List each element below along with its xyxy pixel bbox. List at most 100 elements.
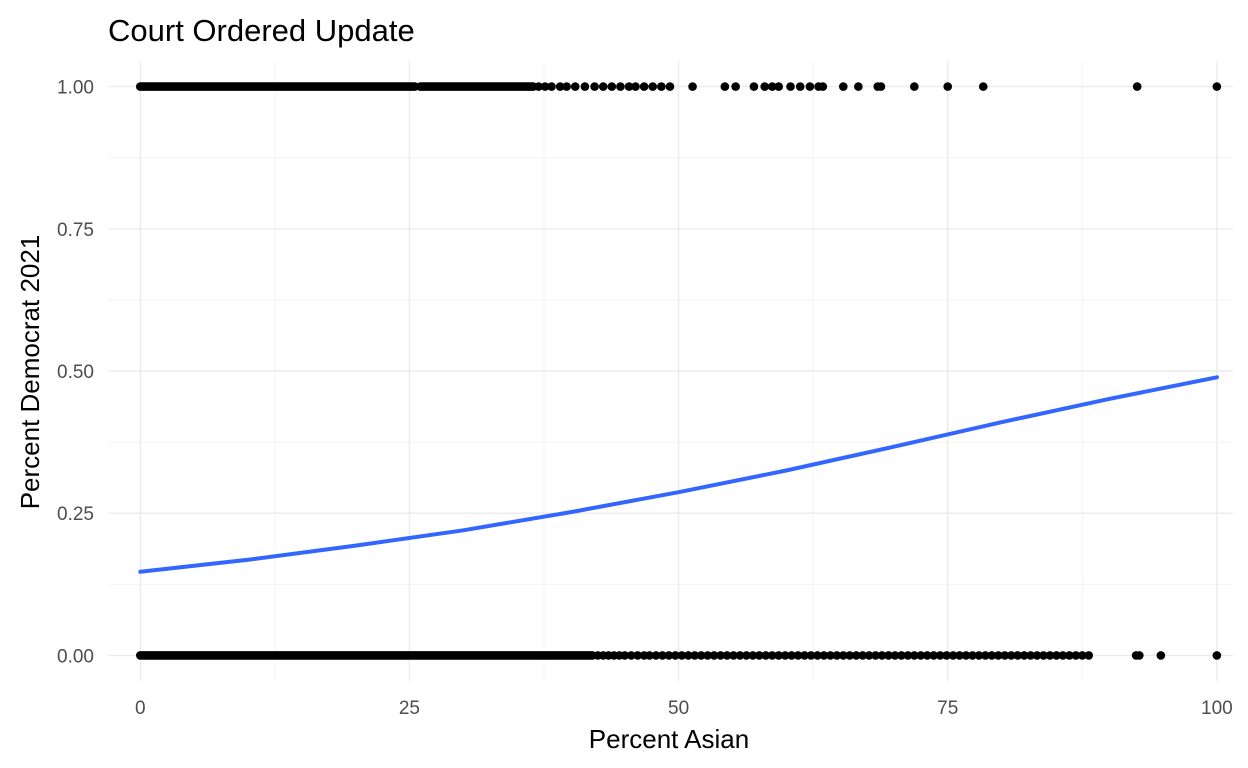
data-point [1135,651,1144,660]
data-point [1071,651,1081,660]
data-point [955,651,964,660]
data-point [729,651,738,660]
data-point [755,651,764,660]
data-point [1058,651,1068,660]
data-point [903,651,913,660]
data-point [570,82,580,91]
data-point [626,651,636,660]
y-tick-label: 0.75 [57,220,94,241]
data-point [607,82,617,91]
data-point [854,82,863,91]
x-tick-label: 50 [668,698,689,719]
data-point [720,82,730,91]
data-point [813,651,822,660]
data-point [624,82,634,91]
data-point [974,651,984,660]
data-point [793,651,803,660]
data-point [688,82,697,91]
y-axis-title: Percent Democrat 2021 [15,235,45,510]
data-point [910,651,919,660]
dense-point-band [135,82,420,91]
data-point [800,651,809,660]
data-point [1052,651,1061,660]
data-point [1132,82,1142,91]
data-point [639,82,649,91]
data-point [1212,651,1222,660]
y-tick-label: 0.25 [57,504,94,525]
data-point [929,651,939,660]
chart-title: Court Ordered Update [108,13,415,48]
data-point [555,82,565,91]
data-point [761,651,771,660]
data-point [942,651,951,660]
data-point [580,82,590,91]
data-point [1013,651,1022,660]
data-point [742,651,751,660]
data-point [1019,651,1029,660]
data-point [910,82,919,91]
data-point [633,651,642,660]
data-point [683,651,693,660]
data-point [774,82,783,91]
data-point [864,651,874,660]
data-point [935,651,945,660]
y-tick-label: 0.50 [57,362,94,383]
x-tick-label: 0 [135,698,146,719]
y-tick-label: 1.00 [57,78,94,99]
data-point [845,651,855,660]
y-tick-label: 0.00 [57,646,94,667]
data-point [787,651,796,660]
data-point [716,651,725,660]
data-point [994,651,1003,660]
data-point [1006,651,1016,660]
data-point [858,651,867,660]
data-point [978,82,988,91]
data-point [876,82,886,91]
data-point [665,82,675,91]
data-point [690,651,700,660]
data-point [819,651,829,660]
data-point [1065,651,1074,660]
y-axis-tick-labels: 0.00 0.25 0.50 0.75 1.00 [57,78,94,668]
data-point [703,651,712,660]
data-point [968,651,977,660]
data-point [1026,651,1035,660]
data-point [981,651,990,660]
data-point [805,82,815,91]
data-point [1045,651,1055,660]
data-point [664,651,674,660]
data-point [838,651,848,660]
data-point [696,651,706,660]
dense-point-bands [135,82,597,660]
data-point [871,651,880,660]
data-point [1156,651,1166,660]
data-point [677,651,687,660]
data-point [780,651,790,660]
data-point [651,651,661,660]
data-point [884,651,893,660]
data-point [1084,651,1094,660]
data-point [826,651,835,660]
x-tick-label: 25 [399,698,420,719]
data-point [631,82,640,91]
data-point [897,651,906,660]
data-point [760,82,769,91]
data-point [749,82,759,91]
data-point [645,651,654,660]
data-point [832,651,842,660]
data-point [961,651,971,660]
x-tick-label: 100 [1201,698,1233,719]
data-point [943,82,953,91]
data-point [786,82,795,91]
data-point [657,82,666,91]
x-axis-tick-labels: 0 25 50 75 100 [135,698,1233,719]
data-point [671,651,680,660]
data-point [890,651,900,660]
data-point [774,651,783,660]
data-point [1032,651,1042,660]
data-point [616,82,625,91]
data-point [806,651,816,660]
data-point [818,82,828,91]
data-point [534,82,543,91]
